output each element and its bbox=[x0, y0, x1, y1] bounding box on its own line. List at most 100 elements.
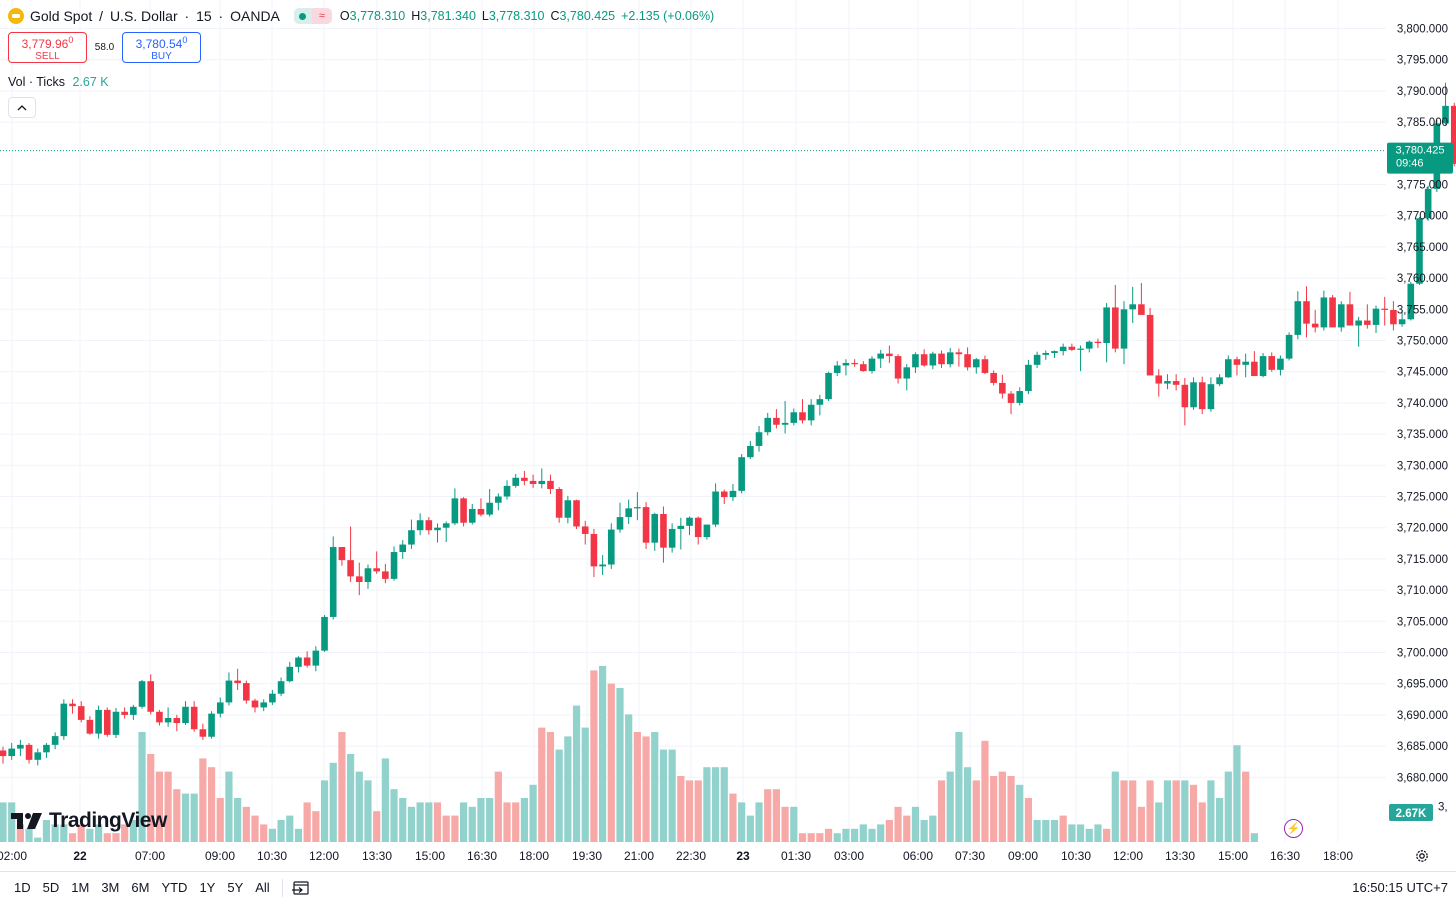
candle-body bbox=[503, 485, 511, 497]
volume-bar bbox=[459, 802, 468, 842]
time-axis[interactable]: 02:00 22 07:00 09:00 10:30 12:00 13:30 15:00 16:… bbox=[0, 849, 1353, 863]
volume-bar bbox=[677, 776, 685, 842]
symbol-quote: U.S. Dollar bbox=[109, 8, 178, 24]
gear-icon[interactable] bbox=[1414, 848, 1430, 864]
candle-body bbox=[1094, 341, 1102, 343]
collapse-legend-button[interactable] bbox=[8, 97, 36, 118]
candle-body bbox=[408, 530, 415, 545]
price-axis-label: 3,690.000 bbox=[1397, 710, 1448, 722]
volume-bar bbox=[1207, 780, 1215, 842]
volume-legend-value: 2.67 K bbox=[72, 75, 109, 89]
time-axis-label: 13:30 bbox=[1165, 849, 1195, 863]
candle-body bbox=[842, 362, 850, 366]
market-status[interactable]: ≈ bbox=[293, 8, 332, 24]
volume-bar bbox=[147, 754, 155, 842]
volume-bar bbox=[668, 749, 676, 842]
volume-bar bbox=[633, 732, 641, 842]
price-axis-label: 3,730.000 bbox=[1397, 460, 1448, 472]
volume-bar bbox=[824, 828, 833, 842]
volume-bar bbox=[416, 802, 424, 842]
candle-body bbox=[608, 529, 615, 565]
time-axis-label: 07:00 bbox=[135, 849, 165, 863]
volume-bar bbox=[86, 828, 94, 842]
volume-bar bbox=[529, 784, 537, 842]
price-chart[interactable]: 3,800.000 3,795.000 3,790.000 3,785.000 3,77… bbox=[0, 0, 1456, 871]
volume-bar bbox=[1137, 806, 1145, 842]
volume-bar bbox=[234, 798, 242, 842]
range-button-5d[interactable]: 5D bbox=[42, 880, 60, 895]
volume-bar bbox=[1016, 784, 1024, 842]
candle-body bbox=[147, 681, 155, 712]
volume-bar bbox=[581, 727, 589, 842]
sell-button[interactable]: 3,779.960 SELL bbox=[8, 32, 87, 63]
range-button-1y[interactable]: 1Y bbox=[199, 880, 216, 895]
tradingview-logo[interactable]: TradingView bbox=[11, 809, 167, 833]
candle-body bbox=[825, 372, 832, 400]
volume-bar bbox=[1094, 824, 1102, 842]
candle-body bbox=[720, 491, 728, 498]
price-axis-label: 3,740.000 bbox=[1397, 398, 1448, 410]
price-axis[interactable]: 3,800.000 3,795.000 3,790.000 3,785.000 3,77… bbox=[1397, 24, 1448, 814]
price-axis-label: 3,695.000 bbox=[1397, 679, 1448, 691]
candle-body bbox=[234, 680, 241, 684]
candle-body bbox=[303, 657, 311, 666]
range-button-5y[interactable]: 5Y bbox=[227, 880, 244, 895]
symbol-source: OANDA bbox=[230, 8, 280, 24]
buy-button[interactable]: 3,780.540 BUY bbox=[122, 32, 201, 63]
volume-bar bbox=[25, 828, 33, 842]
volume-bar bbox=[16, 824, 24, 842]
calendar-goto-icon[interactable] bbox=[291, 880, 311, 896]
candle-body bbox=[121, 711, 128, 715]
candle-body bbox=[877, 353, 884, 359]
volume-bar bbox=[1076, 824, 1085, 842]
candle-body bbox=[1077, 348, 1084, 350]
clock-display[interactable]: 16:50:15 UTC+7 bbox=[1352, 880, 1448, 895]
volume-bar bbox=[981, 740, 989, 842]
lightning-icon[interactable]: ⚡ bbox=[1284, 819, 1303, 838]
candle-body bbox=[616, 517, 624, 530]
candle-body bbox=[547, 480, 554, 490]
range-button-6m[interactable]: 6M bbox=[131, 880, 150, 895]
candle-body bbox=[946, 352, 954, 365]
symbol-title[interactable]: Gold Spot / U.S. Dollar · 15 · OANDA bbox=[30, 8, 280, 24]
candle-body bbox=[903, 367, 911, 379]
candle-body bbox=[1033, 354, 1041, 365]
time-axis-label: 10:30 bbox=[257, 849, 287, 863]
time-axis-label: 06:00 bbox=[903, 849, 933, 863]
volume-bar bbox=[8, 802, 16, 842]
candle-body bbox=[1346, 304, 1354, 326]
candle-body bbox=[816, 399, 824, 405]
range-button-all[interactable]: All bbox=[255, 880, 270, 895]
range-button-3m[interactable]: 3M bbox=[101, 880, 120, 895]
candle-body bbox=[277, 681, 285, 694]
time-axis-label: 23 bbox=[736, 849, 750, 863]
candle-body bbox=[1233, 359, 1241, 365]
time-axis-label: 16:30 bbox=[467, 849, 497, 863]
time-axis-label: 09:00 bbox=[205, 849, 235, 863]
time-axis-label: 15:00 bbox=[1218, 849, 1248, 863]
candle-body bbox=[1068, 346, 1076, 350]
volume-bar bbox=[1111, 771, 1119, 842]
volume-legend[interactable]: Vol · Ticks 2.67 K bbox=[8, 75, 109, 89]
volume-bar bbox=[225, 771, 233, 842]
candle-body bbox=[790, 412, 798, 423]
volume-bar bbox=[781, 806, 789, 842]
candle-body bbox=[1251, 361, 1258, 377]
candle-body bbox=[1051, 351, 1058, 353]
ohlc-open: 3,778.310 bbox=[349, 9, 406, 23]
candle-body bbox=[651, 513, 659, 543]
candle-body bbox=[321, 616, 328, 651]
candle-body bbox=[529, 480, 537, 485]
candle-body bbox=[1042, 352, 1050, 355]
volume-bar bbox=[407, 806, 416, 842]
volume-bar bbox=[538, 727, 546, 842]
price-axis-label: 3,755.000 bbox=[1397, 304, 1448, 316]
candle-body bbox=[199, 729, 207, 737]
range-button-1d[interactable]: 1D bbox=[14, 880, 31, 895]
volume-bar bbox=[1172, 780, 1180, 842]
candle-body bbox=[190, 706, 198, 730]
candle-body bbox=[112, 711, 120, 735]
range-button-1m[interactable]: 1M bbox=[71, 880, 90, 895]
range-button-ytd[interactable]: YTD bbox=[161, 880, 188, 895]
tradingview-logo-icon bbox=[11, 813, 42, 829]
